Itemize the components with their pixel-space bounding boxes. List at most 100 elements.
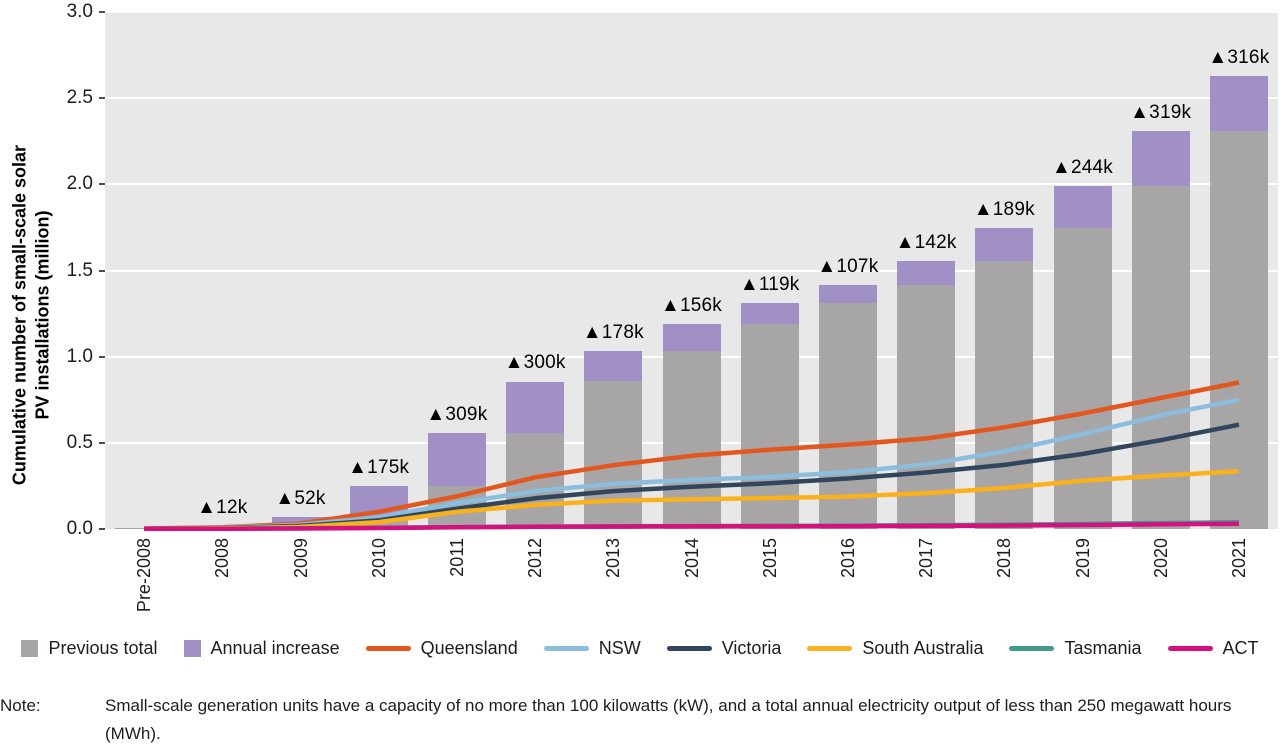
legend-item-previous-total: Previous total	[21, 638, 158, 659]
previous-total-bar-2015	[740, 323, 799, 529]
x-tick-label-2012: 2012	[525, 538, 546, 579]
increase-annotation-2012: ▲300k	[504, 352, 566, 374]
note-row: Note: Small-scale generation units have …	[0, 692, 1280, 744]
increase-annotation-2016: ▲107k	[817, 255, 879, 277]
y-tick-label-0.0: 0.0	[66, 518, 93, 539]
gridline-2.0	[105, 183, 1278, 186]
annual-increase-bar-2011	[427, 433, 486, 487]
x-tick-label-2011: 2011	[446, 538, 467, 577]
x-tick-label-2009: 2009	[290, 538, 311, 579]
previous-total-bar-2016	[818, 303, 877, 529]
x-tick-label-2021: 2021	[1228, 538, 1249, 579]
legend-label-previous-total: Previous total	[48, 638, 158, 658]
gridline-1.5	[105, 269, 1278, 272]
y-tick-label-3.0: 3.0	[66, 1, 93, 22]
y-axis-title-line: Cumulative number of small-scale solar	[9, 144, 30, 486]
y-tick-mark	[99, 355, 105, 358]
previous-total-bar-2021	[1209, 130, 1268, 529]
legend-item-tasmania: Tasmania	[1009, 638, 1142, 659]
legend-item-queensland: Queensland	[365, 638, 518, 659]
increase-annotation-2020: ▲319k	[1130, 101, 1192, 123]
y-tick-label-1.5: 1.5	[66, 259, 93, 281]
y-axis-title-line: PV installations (million)	[32, 210, 53, 420]
x-tick-label-2008: 2008	[212, 538, 233, 579]
y-tick-mark	[99, 269, 105, 272]
legend-square-swatch-annual-increase	[183, 640, 201, 657]
gridline-3.0	[105, 11, 1278, 13]
legend-line-swatch-tasmania	[1009, 646, 1055, 651]
legend-item-annual-increase: Annual increase	[183, 638, 340, 659]
legend-label-annual-increase: Annual increase	[210, 638, 340, 658]
previous-total-bar-pre-2008	[115, 527, 174, 529]
increase-annotation-2008: ▲12k	[197, 496, 248, 518]
legend-item-south-australia: South Australia	[807, 638, 983, 659]
increase-annotation-2019: ▲244k	[1051, 156, 1114, 178]
y-axis-title: Cumulative number of small-scale solar PV…	[9, 57, 55, 574]
x-tick-label-2018: 2018	[994, 538, 1015, 579]
y-tick-label-1.0: 1.0	[66, 345, 93, 367]
note-text: Small-scale generation units have a capa…	[105, 696, 1232, 744]
line-queensland	[144, 380, 1240, 531]
increase-annotation-2009: ▲52k	[275, 487, 326, 509]
y-tick-mark	[99, 528, 105, 530]
legend-label-queensland: Queensland	[420, 638, 518, 658]
annual-increase-bar-2018	[975, 227, 1034, 261]
gridline-2.5	[105, 97, 1278, 100]
legend-item-act: ACT	[1167, 638, 1259, 659]
increase-annotation-2010: ▲175k	[348, 457, 410, 479]
increase-annotation-2015: ▲119k	[739, 274, 800, 296]
x-tick-label-2013: 2013	[603, 538, 624, 579]
lines-overlay	[144, 380, 1240, 532]
x-tick-label-2019: 2019	[1072, 538, 1093, 579]
legend-label-south-australia: South Australia	[862, 638, 984, 658]
line-south-australia	[144, 469, 1240, 532]
increase-annotation-2018: ▲189k	[973, 198, 1035, 220]
legend-label-tasmania: Tasmania	[1064, 638, 1142, 658]
y-tick-label-0.5: 0.5	[66, 431, 93, 453]
legend-line-swatch-act	[1167, 646, 1213, 651]
note-label: Note:	[0, 696, 41, 715]
line-victoria	[144, 422, 1240, 531]
annual-increase-bar-2013	[584, 350, 643, 382]
y-tick-mark	[99, 183, 105, 186]
plot-area	[105, 11, 1278, 532]
legend-label-nsw: NSW	[598, 638, 641, 658]
legend-label-act: ACT	[1222, 638, 1259, 658]
y-tick-label-2.5: 2.5	[66, 87, 93, 109]
annual-increase-bar-2019	[1053, 185, 1112, 228]
previous-total-bar-2013	[584, 381, 643, 529]
x-tick-label-2016: 2016	[837, 538, 858, 579]
x-tick-label-2015: 2015	[759, 538, 780, 579]
annual-increase-bar-2016	[818, 284, 877, 304]
annual-increase-bar-2014	[662, 323, 721, 351]
legend-line-swatch-nsw	[543, 646, 589, 651]
increase-annotation-2011: ▲309k	[426, 404, 488, 426]
y-tick-mark	[99, 441, 105, 444]
previous-total-bar-2020	[1131, 185, 1190, 529]
previous-total-bar-2017	[897, 284, 956, 529]
increase-annotation-2017: ▲142k	[895, 231, 957, 253]
x-tick-label-2014: 2014	[681, 538, 702, 579]
x-tick-label-2010: 2010	[368, 538, 389, 579]
x-tick-label-2017: 2017	[916, 538, 937, 579]
annual-increase-bar-2012	[506, 381, 565, 434]
line-act	[144, 521, 1239, 532]
x-tick-label-pre-2008: Pre-2008	[134, 538, 155, 613]
y-tick-label-2.0: 2.0	[66, 173, 93, 195]
legend-line-swatch-queensland	[365, 646, 411, 651]
legend-item-nsw: NSW	[543, 638, 641, 659]
annual-increase-bar-2009	[271, 516, 330, 526]
legend-line-swatch-victoria	[666, 646, 712, 651]
chart-legend: Previous total Annual increase Queensland N…	[0, 638, 1280, 659]
legend-square-swatch-previous-total	[21, 640, 39, 657]
legend-item-victoria: Victoria	[666, 638, 782, 659]
annual-increase-bar-2020	[1131, 130, 1190, 186]
legend-label-victoria: Victoria	[721, 638, 782, 658]
legend-line-swatch-south-australia	[807, 646, 853, 651]
increase-annotation-2021: ▲316k	[1208, 47, 1270, 69]
y-tick-mark	[99, 11, 105, 13]
annual-increase-bar-2017	[897, 260, 956, 285]
increase-annotation-2013: ▲178k	[582, 321, 644, 343]
x-tick-label-2020: 2020	[1150, 538, 1171, 579]
